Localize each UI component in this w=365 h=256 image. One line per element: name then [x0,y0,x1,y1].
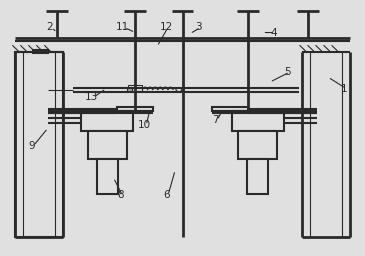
Text: 9: 9 [28,141,35,151]
Text: 5: 5 [285,67,291,77]
Text: 4: 4 [270,28,277,38]
Bar [238,131,277,158]
Text: 6: 6 [163,190,169,200]
Text: 13: 13 [85,92,98,102]
Text: 10: 10 [138,121,151,131]
Text: 3: 3 [196,23,202,33]
Bar [88,131,127,158]
Text: 11: 11 [116,23,129,33]
Bar [117,106,153,111]
Text: 2: 2 [46,23,53,33]
Text: 7: 7 [212,115,219,125]
Bar [212,106,248,111]
Bar [81,111,134,131]
Text: 8: 8 [118,190,124,200]
Bar [15,52,62,238]
Bar [127,88,132,91]
Bar [247,158,268,194]
Bar [128,86,142,91]
Text: 1: 1 [341,83,347,93]
Text: 12: 12 [160,23,173,33]
Bar [97,158,118,194]
Bar [34,50,48,53]
Bar [231,111,284,131]
